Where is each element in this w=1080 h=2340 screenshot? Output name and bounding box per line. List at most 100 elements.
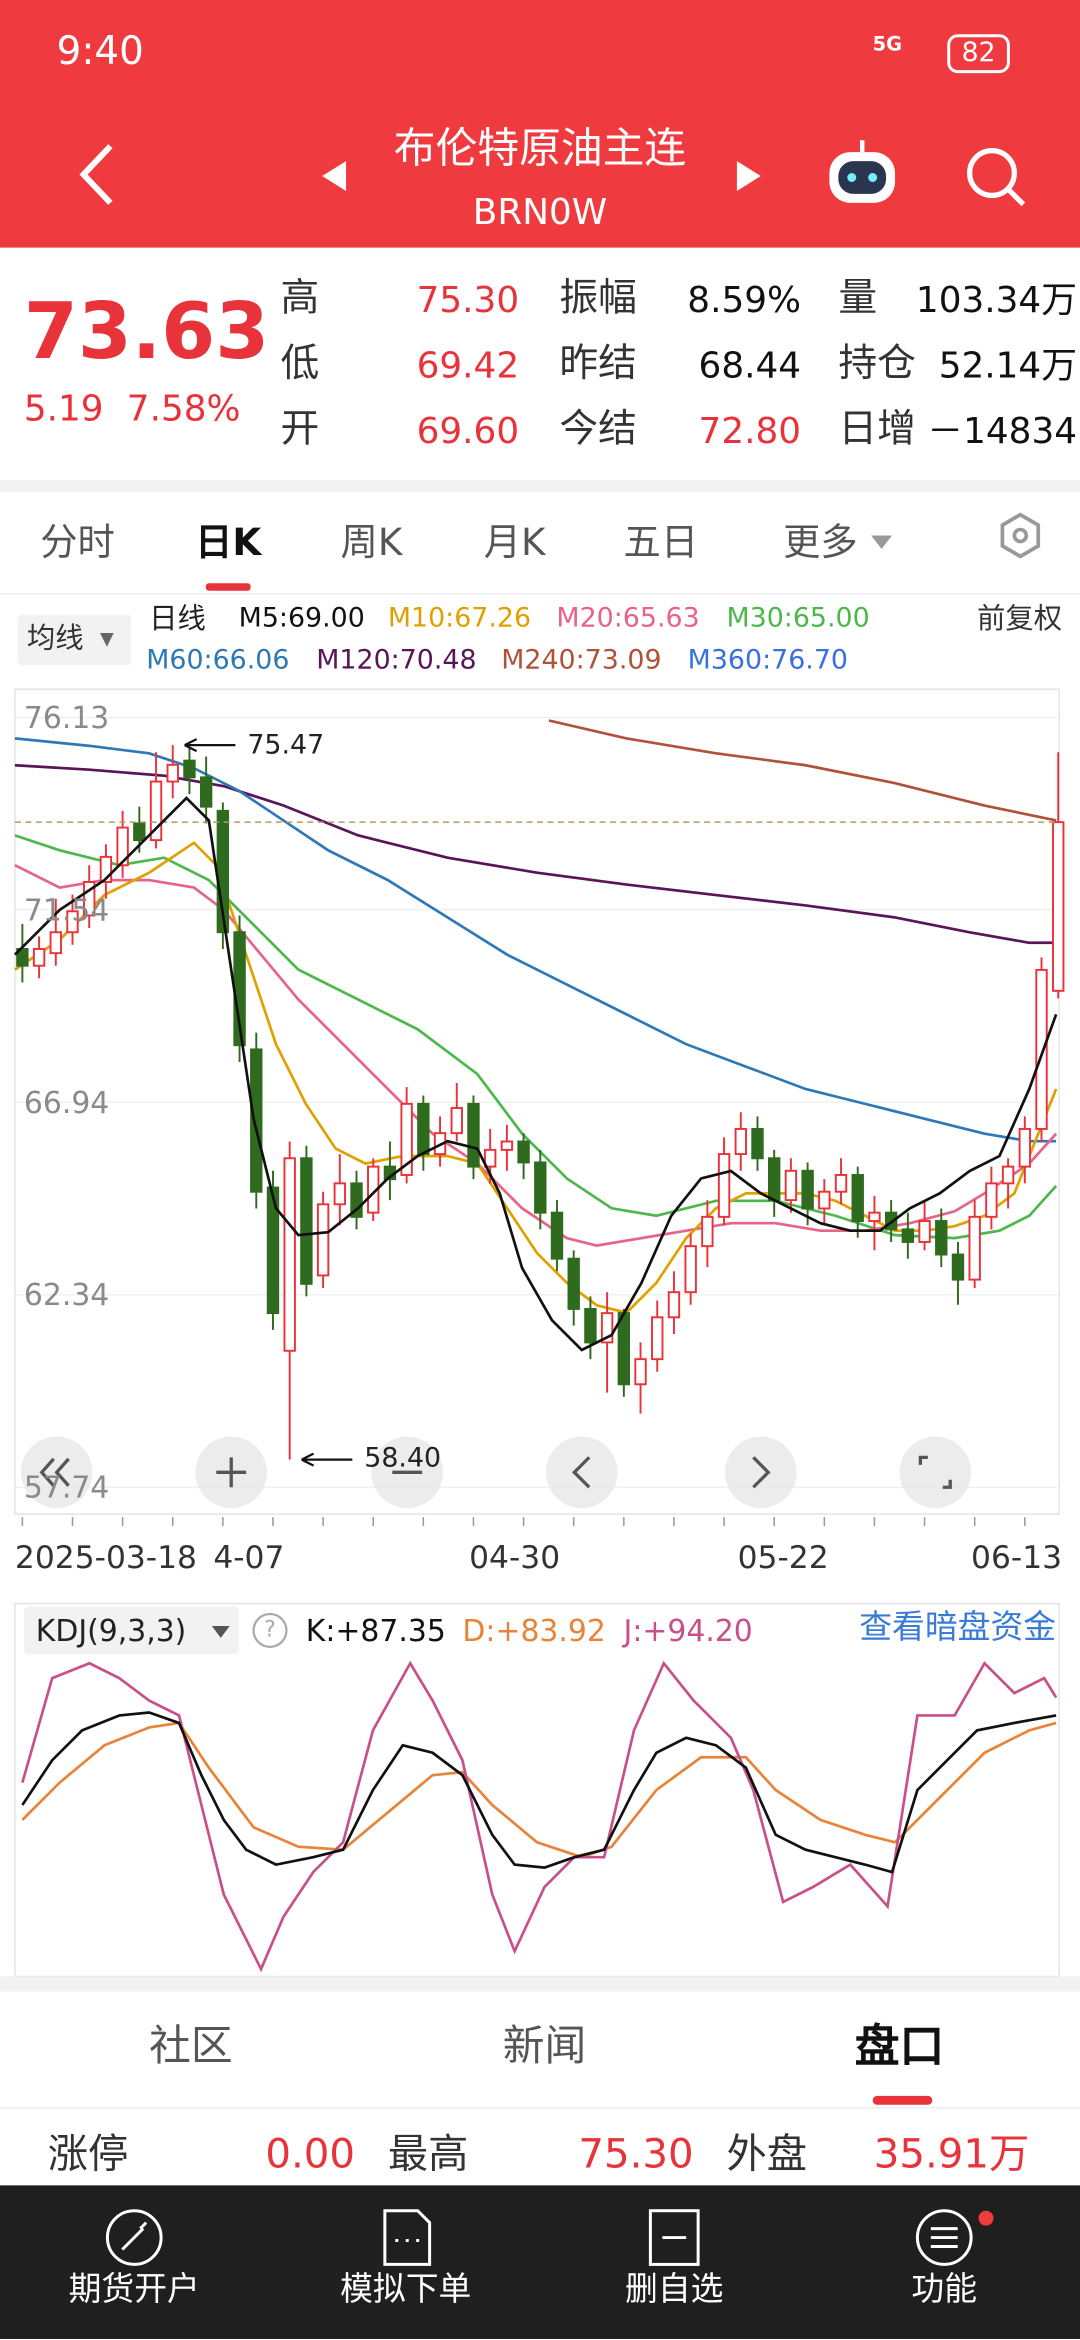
annotation: 58.40: [364, 1443, 442, 1475]
y-tick-label: 66.94: [23, 1084, 110, 1121]
quote-change: 5.19: [23, 387, 104, 430]
candle-body: [617, 1312, 631, 1386]
candle-body: [316, 1203, 330, 1277]
ma5-line: [13, 796, 1058, 1352]
stat-value: 52.14万: [938, 344, 1078, 387]
status-battery: 82: [961, 37, 996, 69]
nav-item[interactable]: 删自选: [625, 2271, 724, 2310]
candle-body: [717, 1153, 731, 1218]
nav-item[interactable]: 期货开户: [68, 2271, 200, 2310]
ma-legend: M5:69.00: [238, 602, 365, 634]
annotation: 75.47: [247, 728, 325, 761]
chart-controls: [20, 1436, 972, 1509]
depth-label: 最高: [387, 2131, 469, 2178]
ma-selector[interactable]: 均线: [26, 622, 84, 655]
tab[interactable]: 月K: [483, 520, 546, 564]
battery: [947, 34, 1010, 74]
nav-item[interactable]: 模拟下单: [340, 2271, 472, 2310]
stat-value: 69.42: [416, 344, 520, 387]
status-network: 5G: [872, 34, 903, 57]
kdj-link[interactable]: 查看暗盘资金: [859, 1609, 1057, 1647]
dropdown-arrow: [871, 535, 893, 549]
tab-underline: [205, 583, 251, 591]
quote-change-pct: 7.58%: [126, 387, 241, 430]
bottom-tab[interactable]: 盘口: [854, 2021, 945, 2074]
candle-body: [49, 931, 62, 955]
candle-body: [133, 822, 146, 842]
stat-value: 8.59%: [687, 278, 802, 321]
candle-body: [1001, 1165, 1015, 1185]
tab[interactable]: 分时: [40, 520, 115, 564]
kdj-lines: [21, 1660, 1058, 1973]
ma-legend: M30:65.00: [726, 602, 870, 634]
kdj-selector-bg[interactable]: [23, 1606, 239, 1655]
help-icon[interactable]: [252, 1612, 288, 1648]
ma-legend: M20:65.63: [556, 602, 700, 634]
depth-label: 外盘: [726, 2131, 808, 2178]
stat-value: 72.80: [698, 410, 802, 452]
tab[interactable]: 五日: [623, 520, 699, 564]
candle-body: [450, 1107, 463, 1135]
candle-body: [634, 1358, 647, 1386]
candle-body: [935, 1220, 948, 1256]
candle-body: [99, 855, 113, 883]
status-time: 9:40: [56, 29, 144, 75]
settings-icon[interactable]: [1000, 512, 1041, 559]
kdj-title[interactable]: KDJ(9,3,3): [35, 1612, 187, 1649]
kdj-d: D:+83.92: [462, 1612, 606, 1649]
tab[interactable]: 周K: [340, 520, 403, 564]
candle-body: [1035, 968, 1048, 1130]
ma-selector-bg[interactable]: [17, 614, 132, 666]
nav-item[interactable]: 功能: [911, 2271, 978, 2310]
dropdown-arrow: [211, 1625, 230, 1638]
prev-button[interactable]: [545, 1436, 618, 1509]
x-date-label: 06-13: [971, 1539, 1063, 1576]
candle-body: [534, 1161, 547, 1214]
candle-body: [1018, 1127, 1031, 1168]
ma20-line: [14, 863, 1058, 1247]
y-tick-label: 71.54: [23, 891, 110, 928]
header-bg: [0, 0, 1080, 248]
stat-value: 69.60: [416, 410, 520, 452]
next-arrow[interactable]: [736, 161, 761, 191]
candle-body: [951, 1253, 965, 1281]
candle-body: [600, 1312, 614, 1344]
tab[interactable]: 更多: [783, 520, 858, 564]
candle-body: [333, 1182, 347, 1206]
candle-body: [166, 763, 179, 783]
candle-body: [868, 1211, 881, 1223]
stat-label: 今结: [559, 407, 637, 452]
back-button[interactable]: [79, 144, 113, 205]
depth-value: 35.91万: [873, 2131, 1030, 2178]
bottom-tab[interactable]: 新闻: [502, 2021, 587, 2071]
next-button[interactable]: [724, 1436, 797, 1509]
control-icons: [39, 1455, 952, 1489]
gap: [0, 1976, 1080, 1992]
stat-label: 高: [280, 275, 320, 321]
tab[interactable]: 日K: [195, 520, 262, 564]
annotation-arrow: [184, 738, 236, 753]
prev-arrow[interactable]: [322, 161, 347, 191]
depth-value: 0.00: [265, 2131, 356, 2178]
ma120-line: [14, 763, 1057, 945]
candle-body: [567, 1257, 580, 1310]
robot-icon[interactable]: [829, 140, 896, 203]
fullscreen-button[interactable]: [899, 1436, 972, 1509]
ma-legend: M360:76.70: [687, 644, 849, 676]
kdj-j-line: [21, 1660, 1058, 1973]
annotation-arrow: [301, 1452, 353, 1467]
ma10-line: [14, 841, 1058, 1315]
candle-body: [400, 1102, 413, 1176]
stat-label: 昨结: [559, 341, 637, 387]
kdj-k: K:+87.35: [305, 1612, 446, 1649]
candle-body: [784, 1169, 798, 1202]
candle-body: [818, 1190, 831, 1210]
candle-body: [266, 1186, 280, 1315]
candle-body: [684, 1245, 697, 1294]
bottom-tab[interactable]: 社区: [149, 2021, 233, 2071]
notification-dot: [978, 2210, 994, 2226]
stat-label: 开: [280, 407, 320, 452]
ma-adjust[interactable]: 前复权: [977, 602, 1063, 636]
search-icon[interactable]: [967, 148, 1026, 207]
